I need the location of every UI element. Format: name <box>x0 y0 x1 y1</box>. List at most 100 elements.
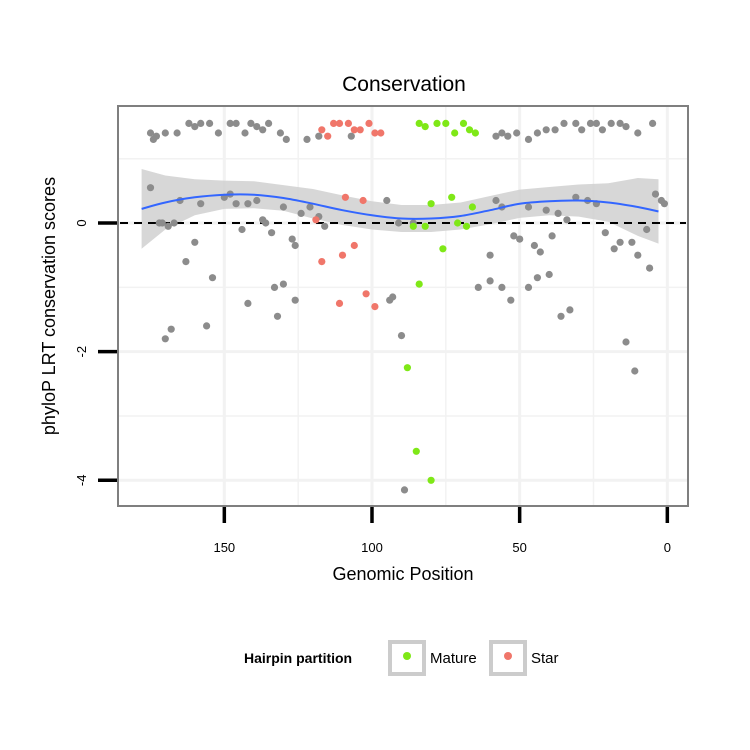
data-point-other <box>158 219 166 227</box>
data-point-mature <box>427 476 435 484</box>
data-point-other <box>631 367 639 375</box>
confidence-band <box>141 169 659 249</box>
data-point-other <box>291 241 299 250</box>
data-point-other <box>164 222 172 230</box>
grid-lines <box>119 107 687 505</box>
data-point-other <box>185 119 193 127</box>
data-point-other <box>253 123 261 131</box>
data-point-other <box>321 222 329 230</box>
y-tick-label: -4 <box>74 475 89 487</box>
data-point-other <box>643 225 651 234</box>
data-point-other <box>610 245 618 253</box>
plot-panel <box>117 105 689 507</box>
data-point-other <box>303 135 311 143</box>
y-axis: -4 -2 0 <box>74 219 117 486</box>
data-point-other <box>566 306 574 314</box>
data-point-other <box>152 132 160 140</box>
y-axis-title: phyloP LRT conservation scores <box>39 177 59 435</box>
data-point-mature <box>403 364 411 372</box>
data-point-mature <box>439 245 447 253</box>
data-point-star <box>371 303 379 311</box>
data-point-other <box>397 332 406 340</box>
data-point-star <box>362 290 370 298</box>
x-tick-label: 0 <box>664 540 671 555</box>
data-point-other <box>383 196 391 205</box>
data-point-other <box>536 248 544 256</box>
chart-title: Conservation <box>342 73 466 96</box>
data-point-star <box>371 129 379 137</box>
data-point-mature <box>442 119 450 127</box>
data-point-other <box>486 277 494 285</box>
data-point-star <box>335 299 344 307</box>
data-point-other <box>268 229 276 237</box>
data-point-other <box>628 238 636 246</box>
data-point-star <box>356 126 364 134</box>
data-point-other <box>542 206 550 214</box>
data-point-other <box>306 203 314 211</box>
data-point-other <box>347 132 355 140</box>
data-point-other <box>214 129 222 137</box>
data-point-other <box>203 322 211 330</box>
data-point-other <box>601 229 609 237</box>
data-point-mature <box>421 222 429 230</box>
data-point-other <box>238 225 246 234</box>
data-point-other <box>282 135 290 143</box>
data-point-other <box>551 126 559 134</box>
data-point-other <box>524 203 533 211</box>
data-point-other <box>208 274 217 282</box>
data-point-other <box>276 129 284 137</box>
data-point-other <box>557 312 565 320</box>
data-point-other <box>492 196 500 205</box>
data-point-other <box>244 299 252 307</box>
data-point-other <box>586 119 595 127</box>
data-point-other <box>161 335 169 343</box>
data-point-star <box>318 126 326 134</box>
data-point-other <box>572 119 580 127</box>
data-point-other <box>554 209 562 217</box>
data-point-other <box>173 129 181 137</box>
data-point-other <box>634 129 642 137</box>
data-point-other <box>646 264 654 272</box>
data-point-other <box>560 119 568 127</box>
data-point-mature <box>451 129 459 137</box>
data-point-other <box>572 193 580 201</box>
data-point-other <box>530 241 539 250</box>
legend: Hairpin partition Mature Star <box>244 640 559 676</box>
data-point-star <box>312 216 320 224</box>
data-point-other <box>507 296 515 304</box>
y-tick-label: 0 <box>74 219 89 226</box>
data-point-other <box>598 126 607 134</box>
data-point-star <box>350 126 358 134</box>
data-point-other <box>244 200 252 208</box>
data-point-other <box>161 129 169 137</box>
data-point-other <box>146 129 155 137</box>
series-star <box>312 119 385 311</box>
data-point-other <box>607 119 615 127</box>
data-point-other <box>206 119 214 127</box>
data-point-other <box>498 283 506 291</box>
data-point-other <box>389 293 397 301</box>
data-point-other <box>533 274 542 282</box>
data-point-mature <box>454 219 462 227</box>
data-point-other <box>492 132 500 140</box>
data-point-mature <box>433 119 441 127</box>
legend-key-mature <box>388 640 426 676</box>
data-point-star <box>335 119 344 127</box>
smooth-curve-layer <box>141 193 659 220</box>
data-point-other <box>542 126 550 134</box>
legend-label-mature: Mature <box>430 650 477 667</box>
data-point-mature <box>421 123 429 131</box>
data-point-mature <box>415 119 423 127</box>
data-point-other <box>563 216 571 224</box>
data-point-star <box>330 119 338 127</box>
confidence-band-layer <box>141 169 659 249</box>
x-tick-label: 100 <box>361 540 383 555</box>
legend-item-star: Star <box>489 640 559 676</box>
data-point-other <box>315 132 323 140</box>
data-point-mature <box>412 447 420 455</box>
legend-dot-star <box>504 652 512 660</box>
data-point-mature <box>459 119 468 127</box>
data-point-other <box>474 283 482 291</box>
legend-label-star: Star <box>531 650 559 667</box>
